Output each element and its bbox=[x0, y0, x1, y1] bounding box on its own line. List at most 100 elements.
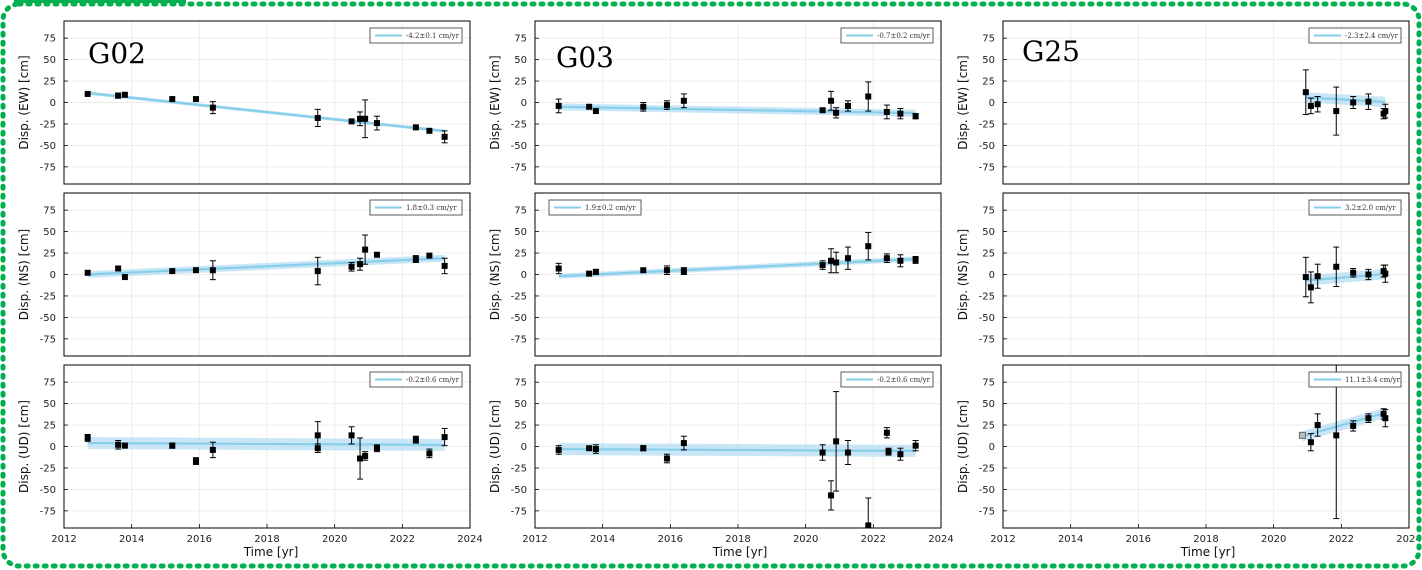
data-point bbox=[865, 522, 872, 528]
x-tick-label: 2020 bbox=[1261, 534, 1286, 545]
x-tick-label: 2018 bbox=[725, 534, 750, 545]
y-tick-label: -25 bbox=[40, 119, 56, 130]
fit-line bbox=[1302, 411, 1386, 438]
fit-line bbox=[558, 105, 916, 115]
data-point bbox=[1382, 108, 1389, 115]
y-tick-label: -50 bbox=[979, 485, 995, 496]
data-point bbox=[1365, 415, 1372, 422]
x-tick-label: 2022 bbox=[1329, 534, 1354, 545]
data-point bbox=[912, 442, 919, 449]
legend-label: 1.9±0.2 cm/yr bbox=[585, 204, 636, 212]
legend-label: -4.2±0.1 cm/yr bbox=[406, 32, 460, 40]
data-point bbox=[897, 110, 904, 117]
y-axis-label: Disp. (UD) [cm] bbox=[956, 400, 970, 493]
legend-label: -0.2±0.6 cm/yr bbox=[406, 376, 460, 384]
y-tick-label: -75 bbox=[979, 334, 995, 345]
data-point bbox=[844, 449, 851, 456]
data-point bbox=[357, 455, 364, 462]
panel-g03-ew: 75 50 25 0 -25 -50 -75 Disp. (EW) [cm] -0.7±0.2 … bbox=[488, 20, 942, 185]
data-point bbox=[169, 96, 176, 103]
y-tick-label: 75 bbox=[514, 206, 527, 217]
y-tick-label: 0 bbox=[50, 98, 56, 109]
x-tick-label: 2024 bbox=[928, 534, 953, 545]
y-tick-label: 25 bbox=[514, 421, 527, 432]
data-point bbox=[441, 133, 448, 140]
station-label-g25: G25 bbox=[1022, 35, 1080, 68]
data-point bbox=[1365, 271, 1372, 278]
y-tick-label: 0 bbox=[50, 442, 56, 453]
x-tick-label: 2024 bbox=[1396, 534, 1421, 545]
y-tick-label: 50 bbox=[982, 399, 995, 410]
y-tick-label: 0 bbox=[521, 442, 527, 453]
data-point bbox=[357, 115, 364, 122]
data-point bbox=[209, 104, 216, 111]
data-point bbox=[373, 120, 380, 127]
data-points bbox=[1302, 246, 1389, 304]
y-axis-label: Disp. (EW) [cm] bbox=[956, 55, 970, 149]
data-point bbox=[1382, 415, 1389, 422]
data-point bbox=[1307, 102, 1314, 109]
data-point bbox=[844, 255, 851, 262]
data-point bbox=[663, 102, 670, 109]
y-tick-label: -25 bbox=[979, 119, 995, 130]
panels: 75 50 25 0 -25 -50 -75 Disp. (EW) [cm] -4.2±0.1 … bbox=[17, 20, 1422, 545]
data-point bbox=[169, 268, 176, 275]
data-point bbox=[1307, 439, 1314, 446]
data-point bbox=[883, 255, 890, 262]
station-label-g02: G02 bbox=[88, 37, 146, 70]
y-tick-label: -25 bbox=[979, 463, 995, 474]
data-point bbox=[357, 261, 364, 268]
x-axis-label-col2: Time [yr] bbox=[712, 545, 768, 559]
legend-box bbox=[840, 27, 934, 44]
data-point bbox=[592, 268, 599, 275]
data-point bbox=[121, 442, 128, 449]
data-point bbox=[441, 262, 448, 269]
y-tick-label: 50 bbox=[43, 399, 56, 410]
y-tick-label: -75 bbox=[511, 162, 527, 173]
y-axis-label: Disp. (NS) [cm] bbox=[956, 229, 970, 321]
y-tick-label: 50 bbox=[43, 227, 56, 238]
y-tick-label: -50 bbox=[511, 485, 527, 496]
y-tick-label: 75 bbox=[43, 34, 56, 45]
legend-box bbox=[1308, 27, 1402, 44]
y-tick-label: 25 bbox=[982, 77, 995, 88]
y-tick-label: -75 bbox=[40, 506, 56, 517]
data-point bbox=[1307, 284, 1314, 291]
data-point bbox=[680, 268, 687, 275]
y-tick-label: -75 bbox=[511, 506, 527, 517]
data-point bbox=[314, 445, 321, 452]
data-point bbox=[426, 127, 433, 134]
data-point bbox=[865, 243, 872, 250]
y-axis-label: Disp. (NS) [cm] bbox=[488, 229, 502, 321]
y-tick-label: -50 bbox=[511, 141, 527, 152]
legend-box bbox=[369, 27, 463, 44]
data-points bbox=[555, 231, 919, 277]
y-tick-label: 75 bbox=[43, 378, 56, 389]
data-point bbox=[412, 124, 419, 131]
fit-line bbox=[87, 257, 445, 276]
panel-g25-ns: 75 50 25 0 -25 -50 -75 Disp. (NS) [cm] 3.2±2.0 c… bbox=[956, 192, 1410, 357]
legend-box bbox=[840, 371, 934, 388]
data-point bbox=[412, 256, 419, 263]
y-tick-label: 25 bbox=[43, 77, 56, 88]
x-tick-label: 2014 bbox=[119, 534, 144, 545]
data-point bbox=[680, 440, 687, 447]
x-axis-label-col3: Time [yr] bbox=[1180, 545, 1236, 559]
panel-g25-ew: 75 50 25 0 -25 -50 -75 Disp. (EW) [cm] -2.3±2.4 … bbox=[956, 20, 1410, 185]
data-point bbox=[1350, 99, 1357, 106]
data-point bbox=[121, 91, 128, 98]
data-point bbox=[663, 455, 670, 462]
data-point bbox=[663, 267, 670, 274]
data-points bbox=[555, 81, 919, 120]
x-tick-label: 2024 bbox=[457, 534, 482, 545]
y-tick-label: -75 bbox=[979, 162, 995, 173]
data-point bbox=[885, 448, 892, 455]
data-point bbox=[441, 434, 448, 441]
data-point bbox=[1314, 422, 1321, 429]
panel-g25-ud: 75 50 25 0 -25 -50 -75 2012 2014 2016 2018 2020 2022… bbox=[956, 364, 1422, 545]
legend-box bbox=[369, 371, 463, 388]
panel-g03-ns: 75 50 25 0 -25 -50 -75 Disp. (NS) [cm] 1.9±0.2 c… bbox=[488, 192, 942, 357]
data-points bbox=[1302, 69, 1389, 136]
data-point bbox=[555, 265, 562, 272]
